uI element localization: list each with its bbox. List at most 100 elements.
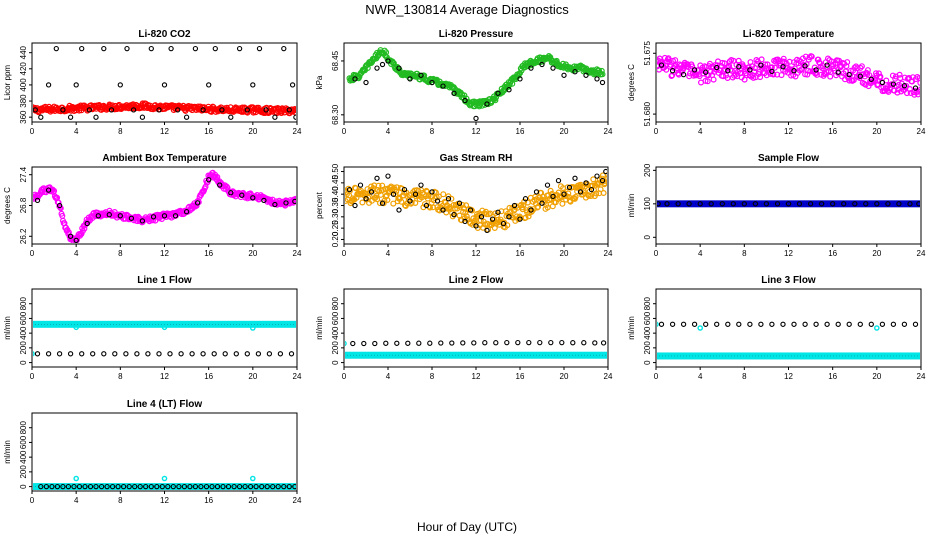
- data-point: [579, 184, 586, 191]
- data-point: [148, 45, 154, 52]
- data-point: [710, 76, 717, 83]
- data-point: [134, 351, 140, 357]
- data-point: [916, 201, 920, 207]
- data-point: [537, 339, 543, 346]
- data-point: [665, 55, 672, 62]
- x-tick-label: 20: [872, 127, 881, 136]
- data-point: [352, 185, 359, 192]
- y-axis-label: ml/min: [627, 194, 636, 218]
- x-tick-label: 20: [560, 249, 569, 258]
- data-point: [691, 67, 698, 73]
- data-point: [445, 196, 452, 202]
- y-tick-label: 360: [19, 110, 28, 124]
- data-point: [841, 201, 847, 207]
- y-tick-label: 440: [19, 45, 28, 59]
- data-point: [161, 475, 168, 482]
- x-tick-label: 4: [74, 372, 79, 381]
- x-tick-label: 4: [698, 127, 703, 136]
- data-point: [73, 475, 79, 482]
- data-point: [438, 340, 444, 346]
- x-tick-label: 12: [160, 127, 169, 136]
- data-point: [735, 57, 742, 64]
- data-point: [478, 214, 485, 220]
- data-point: [368, 189, 375, 195]
- x-tick-label: 0: [654, 249, 659, 258]
- data-point: [84, 220, 90, 227]
- data-point: [669, 321, 676, 327]
- series-2: [33, 324, 256, 357]
- x-tick-label: 0: [342, 127, 347, 136]
- data-point: [401, 189, 408, 196]
- data-point: [603, 168, 607, 175]
- data-point: [350, 340, 356, 347]
- data-point: [117, 213, 123, 219]
- data-point: [559, 200, 566, 207]
- data-point: [808, 53, 815, 60]
- data-point: [703, 69, 709, 75]
- data-point: [115, 483, 121, 490]
- data-point: [165, 483, 171, 490]
- data-point: [45, 351, 52, 357]
- y-tick-label: 0: [19, 360, 28, 365]
- data-point: [440, 83, 446, 89]
- y-tick-label: 0: [643, 235, 652, 240]
- data-point: [109, 483, 116, 490]
- x-tick-label: 24: [293, 127, 302, 136]
- data-point: [357, 182, 364, 188]
- data-point: [758, 321, 764, 327]
- data-point: [824, 321, 830, 327]
- plot-data: [657, 200, 920, 208]
- data-point: [462, 210, 469, 217]
- data-point: [691, 321, 698, 327]
- data-point: [473, 115, 479, 121]
- data-point: [547, 187, 554, 194]
- data-point: [352, 202, 358, 209]
- data-point: [261, 197, 267, 204]
- data-point: [604, 175, 607, 182]
- data-point: [161, 213, 168, 219]
- data-point: [572, 175, 578, 181]
- data-point: [484, 227, 490, 234]
- data-point: [272, 201, 278, 208]
- data-point: [695, 67, 702, 74]
- y-tick-label: 0.40: [331, 186, 340, 202]
- data-point: [412, 200, 419, 207]
- data-point: [130, 107, 137, 113]
- data-point: [583, 180, 589, 186]
- data-point: [374, 196, 381, 203]
- data-point: [286, 483, 292, 490]
- plot-data: [657, 321, 920, 360]
- series-3: [34, 351, 295, 357]
- y-tick-label: 380: [19, 94, 28, 108]
- x-tick-label: 24: [293, 496, 302, 505]
- y-tick-label: 400: [643, 326, 652, 340]
- y-tick-label: 200: [643, 163, 652, 177]
- data-point: [377, 200, 384, 207]
- data-point: [483, 211, 490, 218]
- data-point: [550, 193, 556, 200]
- x-tick-label: 8: [430, 127, 435, 136]
- data-point: [372, 340, 378, 347]
- data-point: [664, 201, 670, 207]
- data-point: [528, 207, 534, 213]
- data-point: [918, 86, 920, 93]
- data-point: [132, 483, 138, 490]
- plot-data: [657, 53, 920, 98]
- data-point: [451, 211, 457, 218]
- data-point: [250, 82, 256, 88]
- data-point: [835, 69, 841, 75]
- data-point: [156, 351, 162, 357]
- y-tick-label: 400: [19, 326, 28, 340]
- y-tick-label: 0: [643, 360, 652, 365]
- data-point: [33, 351, 35, 357]
- data-point: [448, 195, 455, 202]
- y-tick-label: 800: [19, 296, 28, 310]
- x-tick-label: 0: [30, 127, 35, 136]
- data-point: [885, 201, 891, 207]
- data-point: [427, 340, 433, 346]
- series-3: [38, 483, 296, 490]
- x-tick-label: 4: [386, 372, 391, 381]
- x-tick-label: 8: [742, 372, 747, 381]
- data-point: [704, 78, 711, 85]
- data-point: [730, 201, 736, 207]
